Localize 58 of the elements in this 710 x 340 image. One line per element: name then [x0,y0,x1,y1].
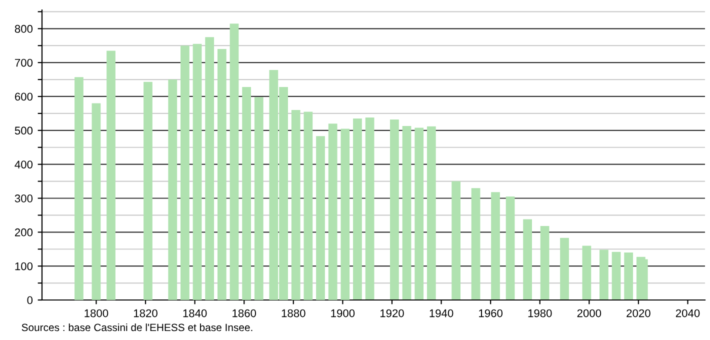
bar [205,37,214,300]
bar [217,49,226,300]
y-tick-label: 800 [14,24,33,33]
bar [600,250,608,300]
y-tick-label: 200 [14,228,33,236]
x-tick-label: 1960 [479,309,502,318]
bar [612,252,621,300]
bar [74,77,84,300]
x-tick-label: 2040 [676,309,700,318]
bar [624,252,634,300]
x-tick-label: 1820 [134,309,158,318]
x-tick-label: 1980 [528,309,552,318]
bar [92,103,101,300]
bar [144,82,152,300]
bar [291,110,300,300]
source-note: Sources : base Cassini de l'EHESS et base Insee. [22,323,252,332]
y-tick-label: 400 [14,160,33,168]
bar [523,219,532,300]
x-tick-label: 2000 [577,309,602,318]
y-tick-label: 300 [14,194,33,202]
x-tick-label: 1900 [331,309,355,318]
bar [180,46,190,300]
x-tick-label: 1840 [183,309,207,318]
bar [560,238,569,300]
y-tick-label: 0 [27,296,33,304]
bar [506,196,515,300]
x-tick-label: 2020 [626,309,650,318]
bar [328,124,338,300]
y-tick-label: 600 [15,92,33,101]
x-tick-label: 1940 [430,309,454,318]
bar [365,118,374,300]
bar [106,50,116,300]
y-tick-label: 500 [14,126,33,135]
bar [316,136,325,300]
x-tick-label: 1920 [380,309,404,318]
bar [390,120,399,300]
bar [471,188,480,300]
bar [242,86,252,300]
bar [340,128,350,300]
bar [636,256,646,300]
bar [426,126,436,300]
bar [168,80,178,300]
bar [254,97,264,300]
y-tick-label: 100 [15,262,33,270]
bar [452,181,461,300]
bar [192,44,202,300]
bar [582,246,592,300]
bar [304,112,313,300]
bar [402,126,412,300]
x-tick-label: 1880 [282,309,306,318]
x-tick-label: 1800 [84,309,108,318]
x-tick-label: 1860 [232,309,256,318]
bar [230,24,239,300]
bar [353,118,362,300]
y-tick-label: 700 [15,58,33,67]
bar [414,128,424,300]
bar [491,192,500,300]
bar [540,226,550,300]
